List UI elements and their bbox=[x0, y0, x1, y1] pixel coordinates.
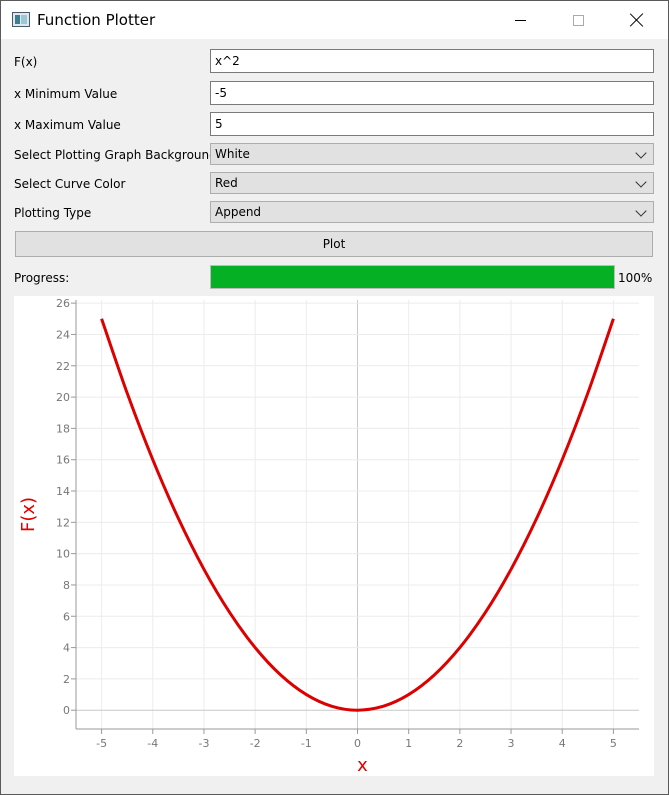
x-tick-label: 3 bbox=[508, 737, 515, 750]
x-tick-label: 5 bbox=[610, 737, 617, 750]
y-tick-label: 6 bbox=[63, 610, 70, 623]
plot-type-label: Plotting Type bbox=[14, 206, 92, 220]
x-tick-label: 2 bbox=[456, 737, 463, 750]
background-select[interactable]: White bbox=[210, 143, 654, 165]
close-icon bbox=[630, 13, 644, 27]
x-tick-label: 4 bbox=[559, 737, 566, 750]
progress-bar bbox=[210, 265, 615, 289]
fx-label: F(x) bbox=[14, 55, 38, 69]
xmin-label: x Minimum Value bbox=[14, 87, 118, 101]
y-tick-label: 2 bbox=[63, 673, 70, 686]
y-tick-label: 4 bbox=[63, 642, 70, 655]
progress-bar-fill bbox=[211, 266, 614, 288]
curve-color-select-value: Red bbox=[215, 176, 238, 190]
y-tick-label: 26 bbox=[56, 297, 70, 310]
plot-button[interactable]: Plot bbox=[15, 231, 653, 257]
y-tick-label: 12 bbox=[56, 516, 70, 529]
series-line-0 bbox=[100, 318, 615, 712]
x-tick-label: -4 bbox=[147, 737, 158, 750]
y-tick-label: 18 bbox=[56, 422, 70, 435]
curve-color-select[interactable]: Red bbox=[210, 172, 654, 194]
y-tick-label: 16 bbox=[56, 454, 70, 467]
y-tick-label: 8 bbox=[63, 579, 70, 592]
plot-canvas[interactable]: -5 -4 -3 -2 -1 0 1 2 3 4 5 0 2 4 6 8 10 12 14 16 18 20 22 24 26 x… bbox=[14, 296, 654, 776]
xmin-input[interactable] bbox=[210, 81, 654, 105]
x-tick-label: -1 bbox=[301, 737, 312, 750]
x-tick-label: 0 bbox=[354, 737, 361, 750]
xmax-label: x Maximum Value bbox=[14, 118, 121, 132]
fx-input[interactable] bbox=[210, 49, 654, 73]
background-label: Select Plotting Graph Background bbox=[14, 148, 217, 162]
xmax-input[interactable] bbox=[210, 112, 654, 136]
progress-label: Progress: bbox=[14, 271, 70, 285]
minimize-button[interactable] bbox=[497, 1, 543, 39]
window-title: Function Plotter bbox=[37, 11, 156, 29]
y-tick-label: 22 bbox=[56, 360, 70, 373]
app-icon bbox=[12, 12, 30, 27]
plot-type-select-value: Append bbox=[215, 205, 262, 219]
y-tick-label: 24 bbox=[56, 328, 70, 341]
y-tick-label: 0 bbox=[63, 704, 70, 717]
x-tick-label: -3 bbox=[198, 737, 209, 750]
x-axis-title: x bbox=[357, 755, 368, 776]
function-chart: -5 -4 -3 -2 -1 0 1 2 3 4 502468101214161820222426x… bbox=[18, 297, 639, 776]
progress-percent: 100% bbox=[618, 271, 653, 285]
x-tick-label: 1 bbox=[405, 737, 412, 750]
maximize-icon bbox=[572, 14, 584, 26]
y-tick-label: 10 bbox=[56, 548, 70, 561]
chevron-down-icon bbox=[635, 147, 647, 159]
background-select-value: White bbox=[215, 147, 250, 161]
curve-color-label: Select Curve Color bbox=[14, 177, 126, 191]
y-axis-title: F(x) bbox=[18, 497, 39, 532]
y-tick-label: 20 bbox=[56, 391, 70, 404]
close-button[interactable] bbox=[614, 1, 660, 39]
plot-type-select[interactable]: Append bbox=[210, 201, 654, 223]
y-tick-label: 14 bbox=[56, 485, 70, 498]
maximize-button[interactable] bbox=[555, 1, 601, 39]
chevron-down-icon bbox=[635, 176, 647, 188]
x-tick-label: -5 bbox=[96, 737, 107, 750]
chevron-down-icon bbox=[635, 205, 647, 217]
x-tick-label: -2 bbox=[250, 737, 261, 750]
minimize-icon bbox=[514, 19, 526, 21]
title-bar[interactable]: Function Plotter bbox=[1, 1, 668, 39]
